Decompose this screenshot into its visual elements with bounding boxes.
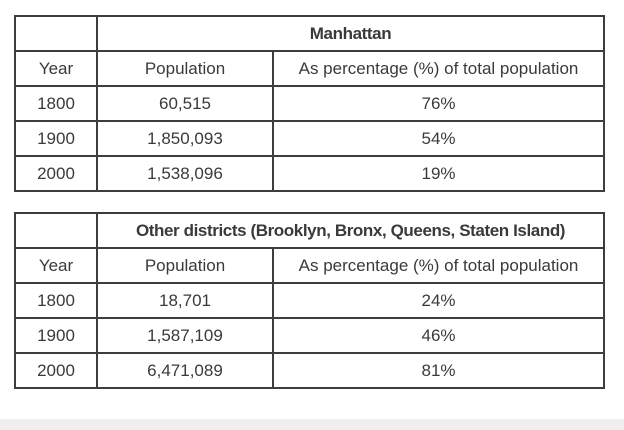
percentage-cell: 46% [271,317,606,354]
page-bottom-strip [0,419,624,430]
year-cell: 1800 [14,85,98,122]
table-row: 1900 1,587,109 46% [14,317,606,354]
percentage-cell: 24% [271,282,606,319]
blank-corner-cell [14,212,98,249]
percentage-cell: 76% [272,85,605,122]
other-districts-table: Other districts (Brooklyn, Bronx, Queens… [14,212,606,389]
table-row: 1800 60,515 76% [14,85,605,122]
year-cell: 1900 [14,120,98,157]
table-title: Manhattan [96,15,605,52]
percentage-cell: 54% [272,120,605,157]
blank-corner-cell [14,15,98,52]
table-gap [14,192,624,212]
table-row: 1900 1,850,093 54% [14,120,605,157]
year-cell: 1900 [14,317,98,354]
population-cell: 6,471,089 [96,352,274,389]
table-title: Other districts (Brooklyn, Bronx, Queens… [95,212,606,249]
year-column-header: Year [14,50,98,87]
table-title-row: Manhattan [14,15,605,52]
table-row: 2000 6,471,089 81% [14,352,606,389]
table-title-row: Other districts (Brooklyn, Bronx, Queens… [14,212,606,249]
year-cell: 2000 [14,352,98,389]
percentage-cell: 19% [272,155,605,192]
population-cell: 1,587,109 [96,317,274,354]
population-cell: 1,538,096 [96,155,274,192]
population-column-header: Population [96,247,274,284]
percentage-column-header: As percentage (%) of total population [271,247,606,284]
table-row: 2000 1,538,096 19% [14,155,605,192]
population-column-header: Population [96,50,274,87]
table-header-row: Year Population As percentage (%) of tot… [14,50,605,87]
population-cell: 18,701 [96,282,274,319]
year-cell: 2000 [14,155,98,192]
page: Manhattan Year Population As percentage … [14,15,624,389]
manhattan-table: Manhattan Year Population As percentage … [14,15,605,192]
table-header-row: Year Population As percentage (%) of tot… [14,247,606,284]
year-cell: 1800 [14,282,98,319]
table-row: 1800 18,701 24% [14,282,606,319]
population-cell: 60,515 [96,85,274,122]
year-column-header: Year [14,247,98,284]
percentage-cell: 81% [271,352,606,389]
population-cell: 1,850,093 [96,120,274,157]
percentage-column-header: As percentage (%) of total population [272,50,605,87]
